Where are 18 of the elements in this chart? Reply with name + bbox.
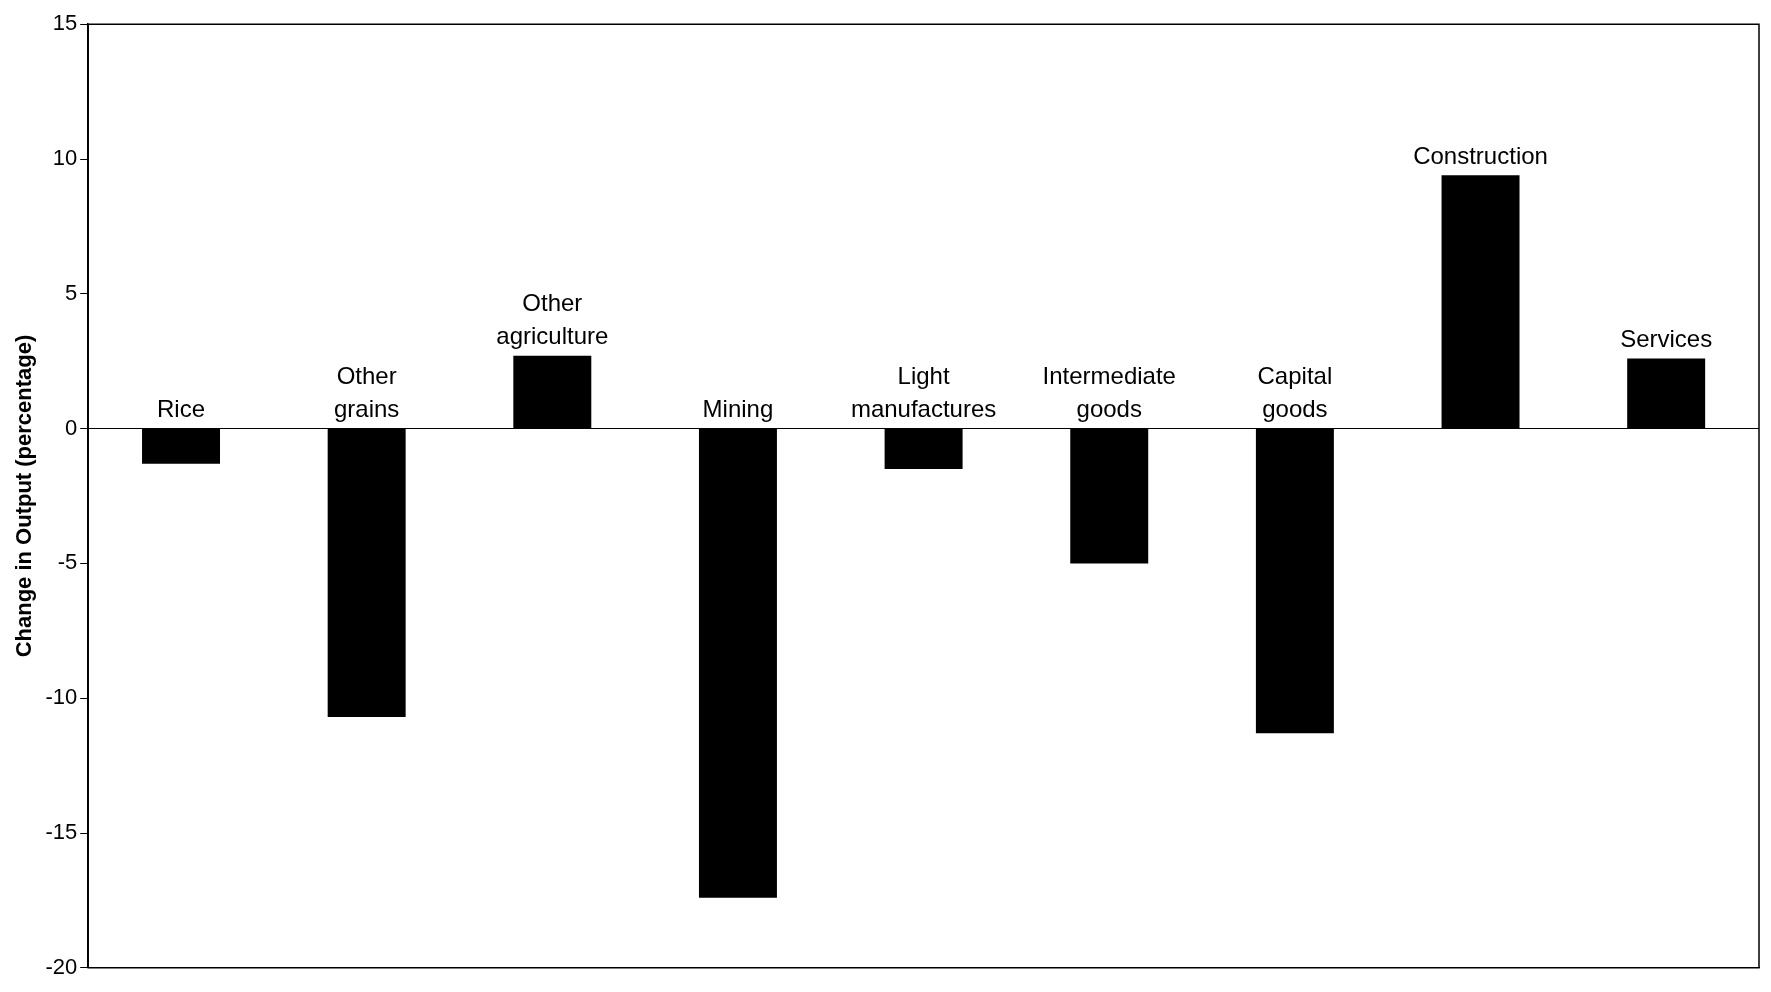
y-tick-label: 5	[64, 279, 78, 305]
y-tick-label: 0	[64, 414, 78, 440]
y-tick-label: 15	[52, 10, 78, 36]
x-tick-label: Other grains	[333, 362, 400, 423]
x-tick-label: Rice	[157, 395, 206, 423]
x-tick-label: Capital goods	[1257, 362, 1333, 423]
y-tick-label: 10	[52, 145, 78, 171]
y-tick-label: -20	[45, 953, 78, 979]
y-tick-label: -15	[45, 819, 78, 845]
x-tick-label: Intermediate goods	[1042, 362, 1176, 423]
x-tick-label: Mining	[702, 395, 774, 423]
x-tick-label: Services	[1620, 325, 1713, 353]
x-tick-label: Light manufactures	[850, 362, 997, 423]
y-axis-title: Change in Output (percentage)	[11, 334, 37, 658]
x-tick-label: Construction	[1413, 141, 1548, 169]
x-tick-label: Other agriculture	[496, 289, 609, 350]
y-tick-label: -5	[57, 549, 78, 575]
y-tick-label: -10	[45, 684, 78, 710]
